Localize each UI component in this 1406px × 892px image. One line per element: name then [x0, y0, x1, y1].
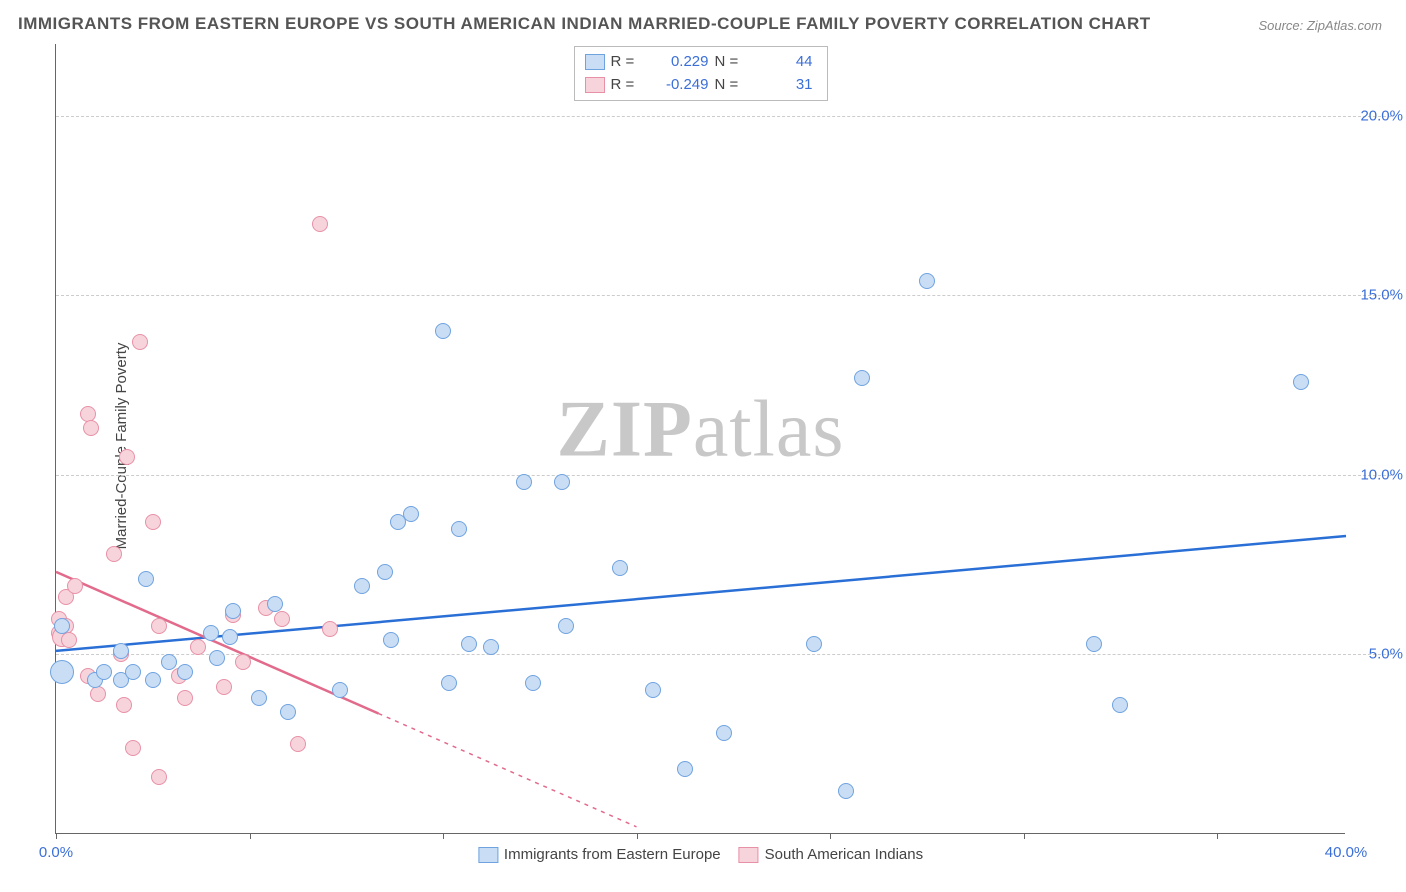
scatter-point	[67, 578, 83, 594]
scatter-point	[251, 690, 267, 706]
scatter-plot: ZIPatlas R = 0.229 N = 44 R = -0.249 N =…	[55, 44, 1345, 834]
scatter-point	[383, 632, 399, 648]
scatter-point	[177, 690, 193, 706]
scatter-point	[106, 546, 122, 562]
scatter-point	[50, 660, 74, 684]
scatter-point	[403, 506, 419, 522]
scatter-point	[80, 406, 96, 422]
y-tick-label: 15.0%	[1360, 287, 1403, 304]
scatter-point	[461, 636, 477, 652]
scatter-point	[612, 560, 628, 576]
scatter-point	[90, 686, 106, 702]
scatter-point	[332, 682, 348, 698]
trend-lines	[56, 44, 1346, 834]
scatter-point	[216, 679, 232, 695]
scatter-point	[525, 675, 541, 691]
scatter-point	[138, 571, 154, 587]
scatter-point	[119, 449, 135, 465]
scatter-point	[83, 420, 99, 436]
trend-line	[56, 536, 1346, 651]
scatter-point	[1086, 636, 1102, 652]
scatter-point	[222, 629, 238, 645]
scatter-point	[806, 636, 822, 652]
scatter-point	[96, 664, 112, 680]
scatter-point	[354, 578, 370, 594]
scatter-point	[377, 564, 393, 580]
legend-label-pink: South American Indians	[765, 846, 923, 863]
y-tick-label: 5.0%	[1369, 646, 1403, 663]
scatter-point	[132, 334, 148, 350]
scatter-point	[312, 216, 328, 232]
scatter-point	[145, 514, 161, 530]
legend-label-blue: Immigrants from Eastern Europe	[504, 846, 721, 863]
x-tick-label: 0.0%	[39, 844, 73, 861]
legend-item-blue: Immigrants from Eastern Europe	[478, 846, 721, 863]
scatter-point	[125, 664, 141, 680]
scatter-point	[190, 639, 206, 655]
scatter-point	[677, 761, 693, 777]
scatter-point	[125, 740, 141, 756]
scatter-point	[203, 625, 219, 641]
scatter-point	[716, 725, 732, 741]
trend-line-dashed	[379, 714, 637, 827]
scatter-point	[290, 736, 306, 752]
scatter-point	[151, 769, 167, 785]
legend-swatch-pink	[739, 847, 759, 863]
scatter-point	[645, 682, 661, 698]
scatter-point	[554, 474, 570, 490]
scatter-point	[116, 697, 132, 713]
scatter-point	[61, 632, 77, 648]
scatter-point	[274, 611, 290, 627]
scatter-point	[441, 675, 457, 691]
scatter-point	[558, 618, 574, 634]
scatter-point	[919, 273, 935, 289]
source-label: Source: ZipAtlas.com	[1258, 18, 1382, 33]
scatter-point	[54, 618, 70, 634]
scatter-point	[1112, 697, 1128, 713]
scatter-point	[854, 370, 870, 386]
scatter-point	[177, 664, 193, 680]
scatter-point	[235, 654, 251, 670]
x-tick-label: 40.0%	[1325, 844, 1368, 861]
y-tick-label: 10.0%	[1360, 466, 1403, 483]
legend-swatch-blue	[478, 847, 498, 863]
scatter-point	[280, 704, 296, 720]
scatter-point	[145, 672, 161, 688]
scatter-point	[516, 474, 532, 490]
scatter-point	[483, 639, 499, 655]
chart-title: IMMIGRANTS FROM EASTERN EUROPE VS SOUTH …	[18, 14, 1151, 34]
scatter-point	[151, 618, 167, 634]
scatter-point	[209, 650, 225, 666]
scatter-point	[322, 621, 338, 637]
legend-item-pink: South American Indians	[739, 846, 923, 863]
scatter-point	[838, 783, 854, 799]
scatter-point	[113, 643, 129, 659]
scatter-point	[435, 323, 451, 339]
scatter-point	[161, 654, 177, 670]
y-tick-label: 20.0%	[1360, 107, 1403, 124]
scatter-point	[451, 521, 467, 537]
scatter-point	[225, 603, 241, 619]
scatter-point	[1293, 374, 1309, 390]
series-legend: Immigrants from Eastern Europe South Ame…	[478, 846, 923, 863]
scatter-point	[267, 596, 283, 612]
